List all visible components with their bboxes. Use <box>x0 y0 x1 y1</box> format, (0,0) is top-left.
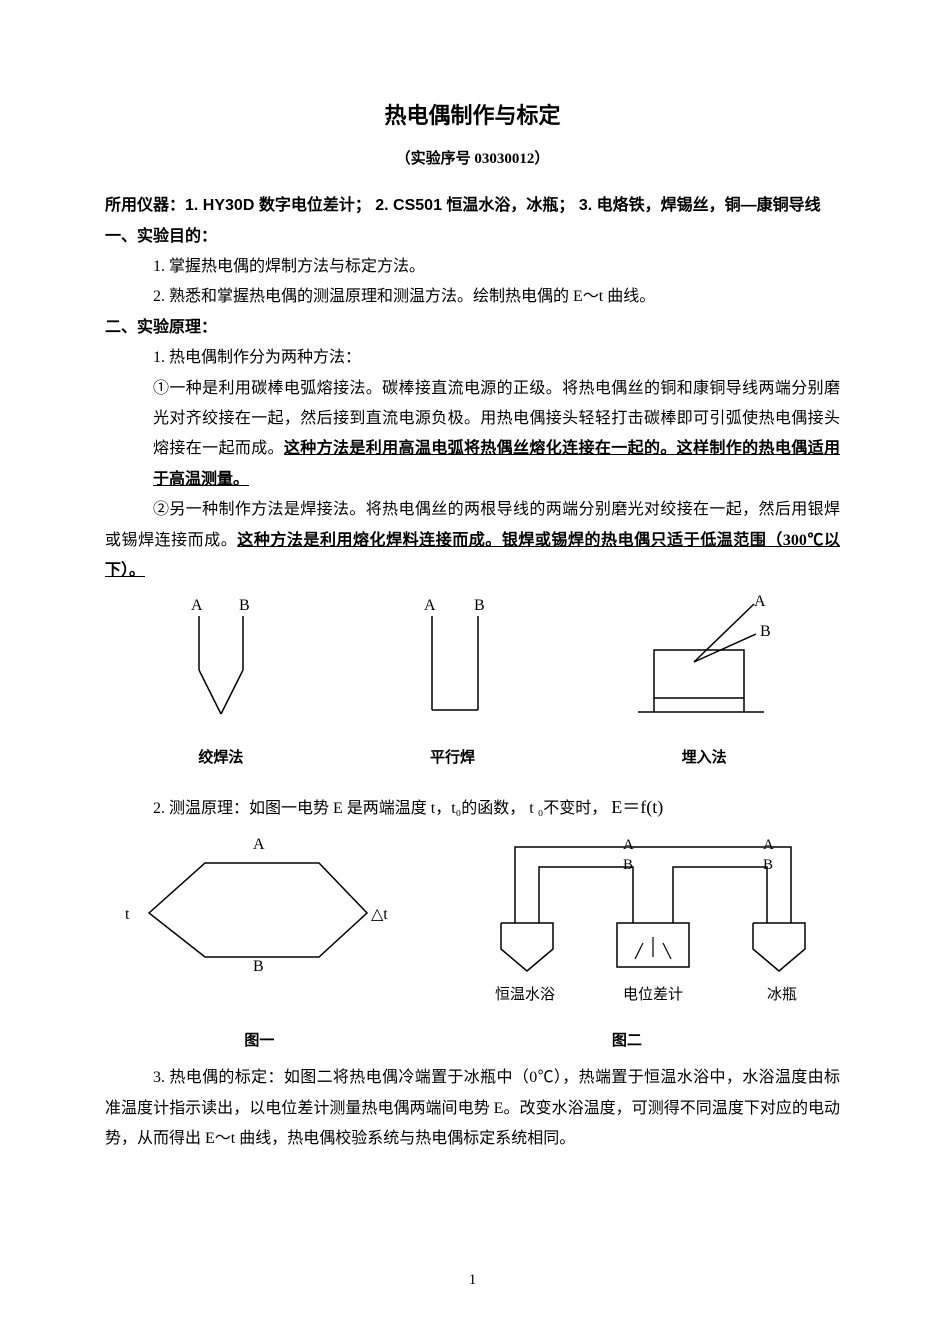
method-1-text: ①一种是利用碳棒电弧熔接法。碳棒接直流电源的正级。将热电偶丝的铜和康铜导线两端分… <box>105 374 840 496</box>
fig1-label-t: t <box>125 906 130 923</box>
principle-line: 2. 测温原理：如图一电势 E 是两端温度 t，t₀的函数， t ₀不变时， E… <box>105 790 840 824</box>
label-b: B <box>760 623 771 640</box>
fig2-label-b2: B <box>763 857 773 873</box>
fig2-label-a2: A <box>763 837 774 853</box>
label-a: A <box>424 597 436 614</box>
method-2-text: ②另一种制作方法是焊接法。将热电偶丝的两根导线的两端分别磨光对绞接在一起，然后用… <box>105 495 840 586</box>
diagram-twist-label: 绞焊法 <box>161 744 281 773</box>
diagram-parallel-label: 平行焊 <box>392 744 512 773</box>
fig1-label-a: A <box>253 836 265 853</box>
diagram-embed-weld: A B 埋入法 <box>624 592 784 772</box>
figure-one-icon: A t △t B <box>113 831 413 991</box>
label-b: B <box>239 597 250 614</box>
figure-one-caption: 图一 <box>105 1027 414 1056</box>
label-a: A <box>191 597 203 614</box>
section-1-heading: 一、实验目的： <box>105 222 840 252</box>
embed-weld-icon: A B <box>624 592 784 722</box>
figure-row: A t △t B A A B B <box>105 831 840 1021</box>
twist-weld-icon: A B <box>161 592 281 722</box>
fig2-label-b1: B <box>623 857 633 873</box>
label-b: B <box>474 597 485 614</box>
diagram-embed-label: 埋入法 <box>624 744 784 773</box>
instruments-line: 所用仪器：1. HY30D 数字电位差计； 2. CS501 恒温水浴，冰瓶； … <box>105 191 840 221</box>
parallel-weld-icon: A B <box>392 592 512 722</box>
principle-equation: E＝f(t) <box>611 797 663 817</box>
doc-title: 热电偶制作与标定 <box>105 95 840 137</box>
diagram-parallel-weld: A B 平行焊 <box>392 592 512 772</box>
fig1-label-b: B <box>253 958 264 975</box>
section-2-item-1: 1. 热电偶制作分为两种方法： <box>105 343 840 373</box>
principle-text: 2. 测温原理：如图一电势 E 是两端温度 t，t₀的函数， t ₀不变时， <box>153 800 607 817</box>
fig1-label-dt: △t <box>371 906 388 923</box>
section-2-heading: 二、实验原理： <box>105 313 840 343</box>
label-a: A <box>754 593 766 610</box>
figure-two-caption: 图二 <box>414 1027 840 1056</box>
fig2-label-bath: 恒温水浴 <box>495 986 555 1003</box>
fig2-label-a1: A <box>623 837 634 853</box>
section-2-item-3: 3. 热电偶的标定：如图二将热电偶冷端置于冰瓶中（0℃），热端置于恒温水浴中，水… <box>105 1063 840 1154</box>
welding-diagrams-row: A B 绞焊法 A B 平行焊 A B <box>105 592 840 772</box>
diagram-twist-weld: A B 绞焊法 <box>161 592 281 772</box>
section-1-item-2: 2. 熟悉和掌握热电偶的测温原理和测温方法。绘制热电偶的 E～t 曲线。 <box>105 282 840 312</box>
section-1-item-1: 1. 掌握热电偶的焊制方法与标定方法。 <box>105 252 840 282</box>
doc-subtitle: （实验序号 03030012） <box>105 145 840 174</box>
fig2-label-meter: 电位差计 <box>623 986 683 1003</box>
page-number: 1 <box>0 1272 945 1289</box>
fig2-label-ice: 冰瓶 <box>767 986 797 1003</box>
figure-caption-row: 图一 图二 <box>105 1027 840 1056</box>
figure-two-icon: A A B B 恒温水浴 电位差计 冰瓶 <box>473 831 833 1021</box>
